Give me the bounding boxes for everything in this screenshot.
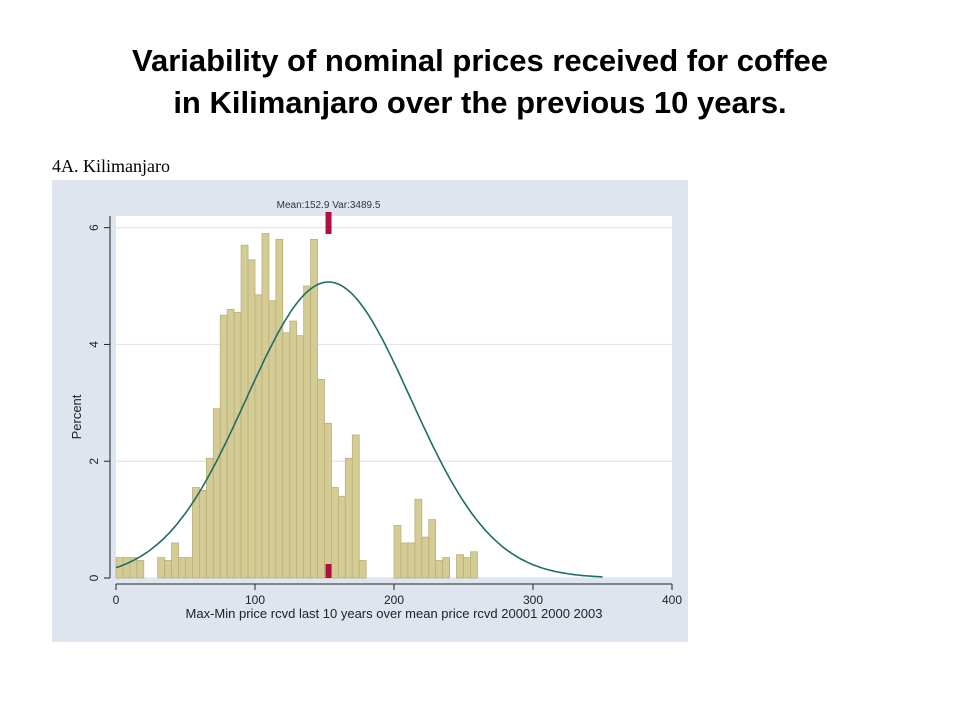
x-tick-label: 300: [523, 593, 543, 607]
histogram-bar: [247, 259, 256, 579]
histogram-bar: [122, 557, 131, 579]
histogram-bar: [463, 557, 471, 579]
x-tick-label: 0: [113, 593, 120, 607]
histogram-bar: [198, 490, 207, 579]
histogram-bar: [296, 335, 305, 579]
histogram-bar: [185, 557, 193, 579]
slide-title-line-2: in Kilimanjaro over the previous 10 year…: [173, 85, 787, 120]
histogram-bar: [351, 434, 360, 579]
histogram-bar: [358, 560, 367, 579]
normal-density-curve: [115, 281, 603, 578]
histogram-bar: [171, 542, 179, 579]
histogram-bar: [164, 560, 173, 579]
x-tick-label: 400: [662, 593, 682, 607]
histogram-bar: [240, 244, 249, 579]
histogram-bar: [331, 487, 339, 579]
mean-marker-top: [325, 212, 332, 234]
histogram-svg: Mean:152.9 Var:3489.5 0 2 4 6 0 100 200 300 400 Ma…: [52, 180, 688, 642]
histogram-bar: [393, 525, 402, 579]
histogram-bar: [261, 233, 270, 579]
histogram-bar: [442, 557, 450, 579]
y-tick-label: 6: [87, 224, 101, 231]
histogram-bar: [428, 519, 437, 579]
histogram-bar: [456, 554, 464, 579]
histogram-bar: [310, 238, 318, 579]
histogram-bar: [303, 285, 311, 579]
x-tick-label: 200: [384, 593, 404, 607]
histogram-bar: [344, 457, 353, 579]
mean-marker-bottom: [325, 564, 332, 578]
histogram-bar: [324, 422, 332, 579]
panel-label: 4A. Kilimanjaro: [52, 156, 170, 176]
histogram-bar: [470, 551, 478, 579]
histogram-bar: [157, 557, 166, 579]
histogram-bar: [226, 309, 235, 579]
histogram-bar: [435, 560, 444, 579]
mean-variance-label: Mean:152.9 Var:3489.5: [277, 200, 381, 211]
histogram-bar: [205, 457, 214, 579]
y-tick-label: 2: [87, 458, 101, 465]
y-axis-title: Percent: [69, 394, 84, 439]
histogram-bar: [275, 238, 284, 579]
y-tick-label: 4: [87, 341, 101, 348]
histogram-bar: [136, 560, 145, 579]
histogram-bar: [400, 542, 409, 579]
histogram-bar: [407, 542, 416, 579]
y-tick-label: 0: [87, 574, 101, 581]
histogram-bar: [289, 320, 298, 579]
histogram-bar: [282, 332, 291, 579]
histogram-bar: [414, 498, 423, 579]
x-tick-label: 100: [245, 593, 265, 607]
histogram-bar: [178, 557, 186, 579]
histogram-bar: [317, 379, 325, 579]
histogram-chart: Mean:152.9 Var:3489.5 0 2 4 6 0 100 200 300 400 Ma…: [52, 180, 688, 642]
slide-title: Variability of nominal prices received f…: [0, 40, 960, 124]
slide-title-line-1: Variability of nominal prices received f…: [131, 43, 829, 78]
histogram-bar: [212, 408, 221, 579]
histogram-bar: [337, 495, 346, 579]
x-axis-title: Max-Min price rcvd last 10 years over me…: [186, 606, 603, 621]
histogram-bar: [421, 536, 430, 579]
histogram-bar: [233, 311, 242, 579]
histogram-bar: [254, 294, 263, 579]
